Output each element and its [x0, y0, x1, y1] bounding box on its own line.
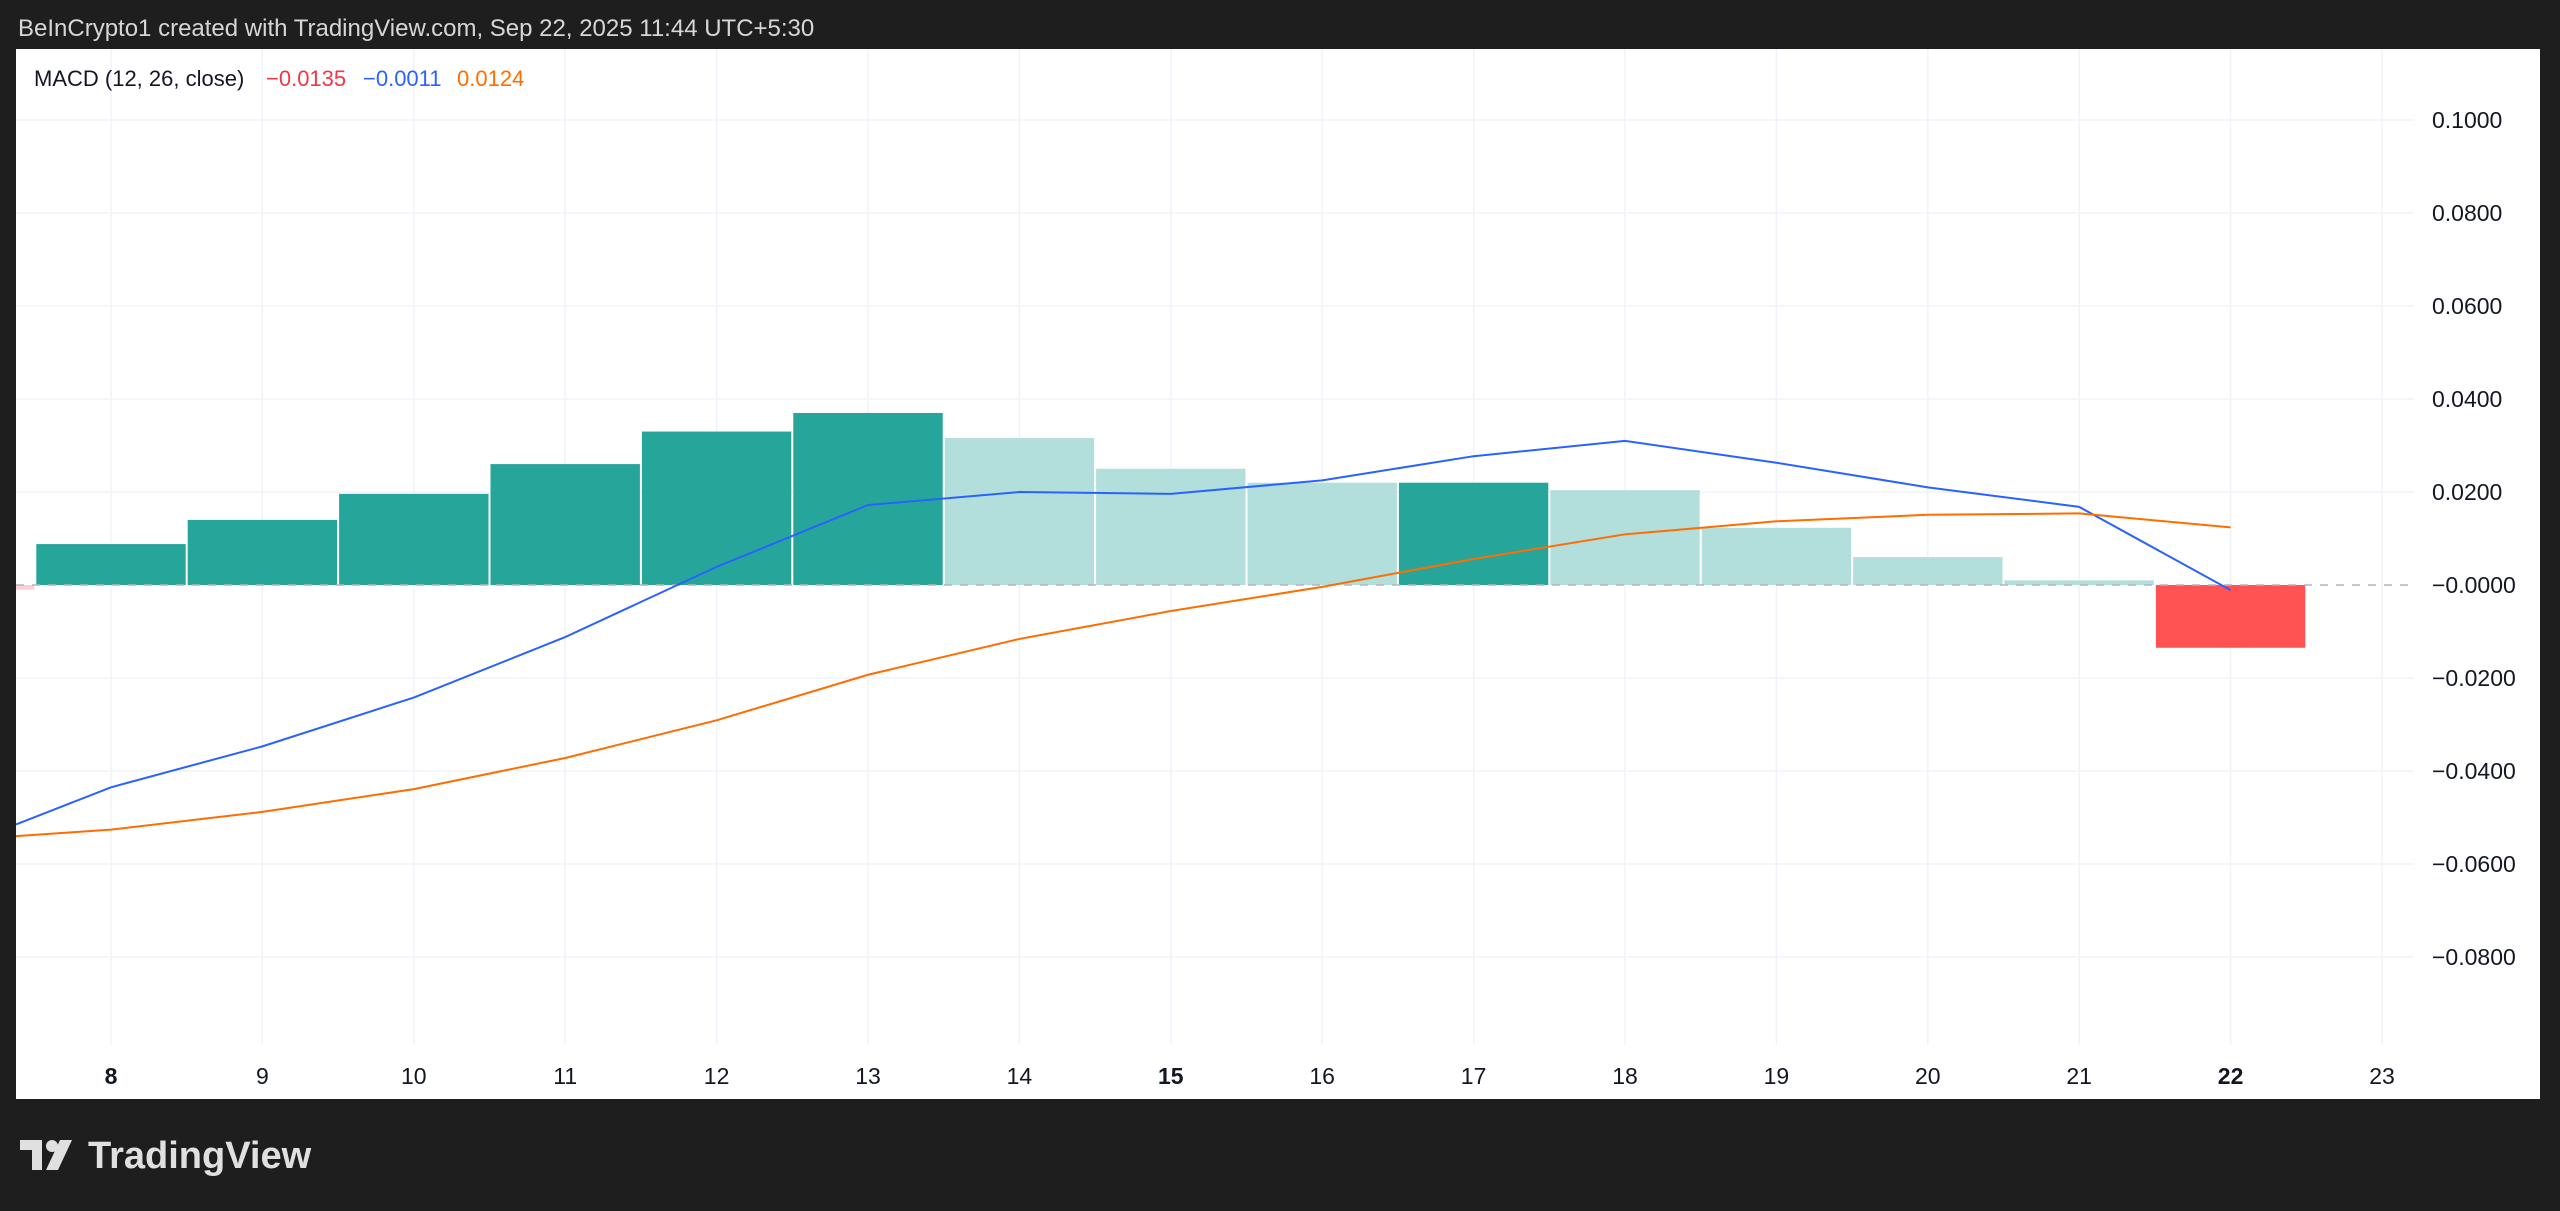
x-tick-label: 15 [1158, 1063, 1184, 1089]
x-tick-label: 22 [2218, 1063, 2244, 1089]
y-tick-label: −0.0200 [2432, 665, 2516, 691]
y-tick-label: −0.0800 [2432, 944, 2516, 970]
y-tick-label: 0.0400 [2432, 386, 2502, 412]
x-tick-label: 13 [855, 1063, 881, 1089]
macd-line [15, 439, 2232, 826]
histogram-bar [793, 412, 943, 585]
x-tick-label: 8 [105, 1063, 118, 1089]
tradingview-logo-icon [20, 1140, 72, 1170]
y-tick-label: 0.0200 [2432, 479, 2502, 505]
x-tick-label: 12 [704, 1063, 730, 1089]
x-tick-label: 16 [1309, 1063, 1335, 1089]
y-tick-label: −0.0400 [2432, 758, 2516, 784]
histogram-bar [641, 431, 792, 585]
footer-logo[interactable]: TradingView [20, 1135, 312, 1177]
histogram-bar [187, 519, 338, 585]
y-tick-label: 0.1000 [2432, 107, 2502, 133]
lines [15, 439, 2232, 838]
y-tick-label: −0.0600 [2432, 851, 2516, 877]
time-axis[interactable]: 8 9 10 11 12 13 14 15 16 17 18 19 20 21 22 23 [105, 1063, 2395, 1089]
y-tick-label: 0.0600 [2432, 293, 2502, 319]
x-tick-label: 21 [2066, 1063, 2092, 1089]
x-tick-label: 14 [1007, 1063, 1033, 1089]
legend-title: MACD (12, 26, close) [34, 66, 244, 91]
signal-line [15, 512, 2231, 838]
histogram-bar [339, 493, 489, 585]
histogram-bar [490, 464, 640, 585]
histogram-bar [1247, 482, 1397, 585]
histogram-bar [1853, 557, 2003, 585]
x-tick-label: 17 [1461, 1063, 1487, 1089]
histogram-bar [1701, 527, 1852, 585]
x-tick-label: 19 [1764, 1063, 1790, 1089]
x-tick-label: 18 [1612, 1063, 1638, 1089]
header-caption: BeInCrypto1 created with TradingView.com… [18, 15, 814, 42]
legend-macd-value: −0.0011 [363, 66, 442, 91]
histogram-bar [2155, 585, 2306, 648]
y-tick-label: −0.0000 [2432, 572, 2516, 598]
legend-signal-value: 0.0124 [457, 66, 524, 91]
legend: MACD (12, 26, close) −0.0135 −0.0011 0.0… [34, 66, 524, 91]
legend-hist-value: −0.0135 [266, 66, 346, 91]
x-tick-label: 23 [2369, 1063, 2395, 1089]
x-tick-label: 10 [401, 1063, 427, 1089]
x-tick-label: 9 [256, 1063, 269, 1089]
y-tick-label: 0.0800 [2432, 200, 2502, 226]
histogram-bar [16, 585, 35, 590]
histogram-bar [1398, 482, 1549, 585]
histogram-bar [2004, 580, 2154, 585]
histogram-bar [1550, 490, 1700, 585]
x-tick-label: 20 [1915, 1063, 1941, 1089]
histogram-bar [36, 544, 186, 585]
histogram-bar [944, 438, 1095, 585]
histogram [16, 412, 2306, 648]
footer-brand: TradingView [88, 1135, 312, 1177]
x-tick-label: 11 [553, 1063, 577, 1089]
price-axis[interactable]: 0.1000 0.0800 0.0600 0.0400 0.0200 −0.0000 −0.… [2432, 107, 2516, 970]
histogram-bar [1096, 468, 1246, 585]
